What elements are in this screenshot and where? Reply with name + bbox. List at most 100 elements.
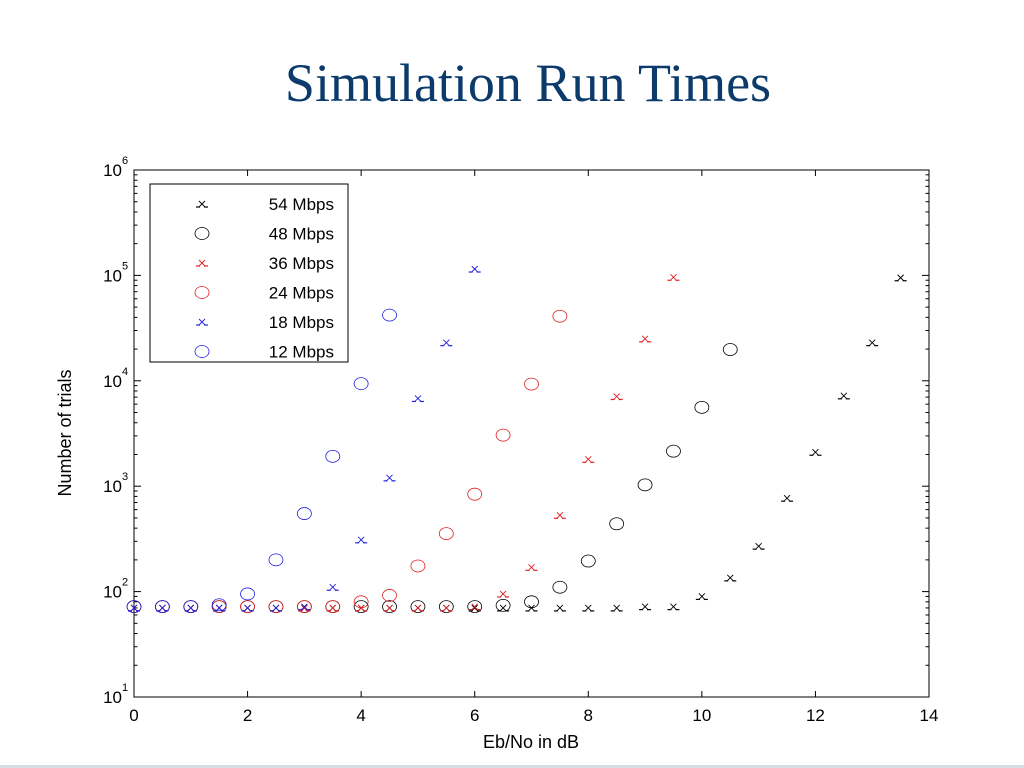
x-marker-stroke (613, 604, 620, 612)
data-point (353, 595, 369, 609)
slide-bottom-rule (0, 765, 1024, 768)
x-tick-label: 14 (920, 706, 939, 725)
data-point (126, 600, 142, 614)
legend-marker (196, 200, 208, 208)
y-tick-label: 10 (103, 266, 122, 285)
x-marker-stroke (499, 590, 507, 598)
legend-marker (196, 259, 208, 267)
data-point (240, 587, 255, 601)
x-tick-label: 2 (243, 706, 252, 725)
x-marker-stroke (357, 536, 365, 544)
data-point (184, 604, 197, 612)
data-point (296, 600, 312, 614)
legend-entry: 18 Mbps (269, 313, 334, 332)
legend-entry: 36 Mbps (269, 254, 334, 273)
data-point (695, 593, 708, 601)
x-marker-stroke (471, 603, 479, 610)
x-marker-stroke (198, 200, 206, 208)
data-point (639, 603, 652, 611)
data-point (298, 603, 311, 611)
data-point (383, 474, 396, 482)
data-point (552, 309, 568, 323)
y-tick-exponent: 2 (122, 577, 128, 589)
data-point (353, 377, 369, 391)
x-marker-stroke (471, 265, 479, 273)
data-point (468, 265, 481, 273)
x-marker-stroke (698, 593, 706, 600)
x-marker-stroke (159, 604, 166, 612)
x-marker-stroke (329, 583, 337, 591)
x-marker-stroke (556, 511, 564, 519)
x-marker-stroke (386, 474, 393, 482)
data-point (296, 507, 312, 520)
x-marker-stroke (244, 604, 251, 612)
data-point (837, 392, 850, 400)
data-point (610, 604, 623, 612)
x-marker-stroke (840, 392, 848, 400)
x-tick-label: 6 (470, 706, 479, 725)
legend-entry: 12 Mbps (269, 343, 334, 362)
y-tick-label: 10 (103, 583, 122, 602)
data-point (666, 444, 681, 458)
x-marker-stroke (812, 448, 819, 456)
data-point (183, 600, 199, 614)
data-point (268, 553, 284, 567)
data-point (694, 400, 710, 414)
legend-entry: 24 Mbps (269, 284, 334, 303)
x-marker-stroke (198, 259, 206, 267)
legend-marker (194, 227, 210, 240)
data-point (582, 604, 595, 612)
x-marker-stroke (499, 604, 507, 612)
y-tick-exponent: 6 (122, 155, 128, 167)
x-marker-stroke (443, 339, 450, 346)
data-point (325, 600, 341, 614)
data-point (410, 559, 426, 573)
data-point (438, 600, 454, 614)
x-marker-stroke (726, 574, 734, 582)
data-point (667, 603, 680, 611)
y-tick-label: 10 (103, 372, 122, 391)
data-point (382, 308, 397, 322)
x-marker-stroke (868, 339, 876, 346)
y-tick-exponent: 4 (122, 366, 128, 378)
data-point (752, 542, 765, 550)
data-point (524, 377, 539, 391)
x-marker-stroke (386, 604, 393, 612)
y-tick-exponent: 1 (122, 682, 128, 694)
data-point (326, 604, 339, 612)
data-point (497, 590, 510, 598)
data-point (440, 339, 453, 347)
data-point (609, 517, 625, 531)
data-point (268, 600, 284, 614)
x-marker-stroke (641, 603, 649, 610)
x-marker-stroke (897, 274, 904, 282)
y-tick-label: 10 (103, 688, 122, 707)
y-tick-label: 10 (103, 161, 122, 180)
data-point (240, 600, 255, 614)
data-point (495, 598, 511, 612)
data-point (156, 604, 169, 612)
x-tick-label: 0 (129, 706, 138, 725)
legend-marker (194, 286, 210, 299)
x-marker-stroke (584, 604, 592, 612)
data-point (809, 448, 822, 456)
data-point (722, 343, 738, 356)
data-point (353, 600, 369, 614)
x-axis-title: Eb/No in dB (483, 732, 579, 752)
data-point (580, 554, 596, 568)
x-marker-stroke (301, 603, 308, 610)
x-marker-stroke (755, 542, 762, 550)
data-point (326, 583, 339, 591)
data-point (866, 339, 879, 347)
x-marker-stroke (443, 604, 450, 612)
x-marker-stroke (414, 395, 422, 402)
data-point (411, 604, 424, 612)
data-point (781, 494, 794, 502)
y-tick-label: 10 (103, 477, 122, 496)
x-marker-stroke (783, 494, 791, 502)
data-point (582, 455, 595, 463)
x-tick-label: 12 (806, 706, 825, 725)
data-point (467, 487, 483, 501)
